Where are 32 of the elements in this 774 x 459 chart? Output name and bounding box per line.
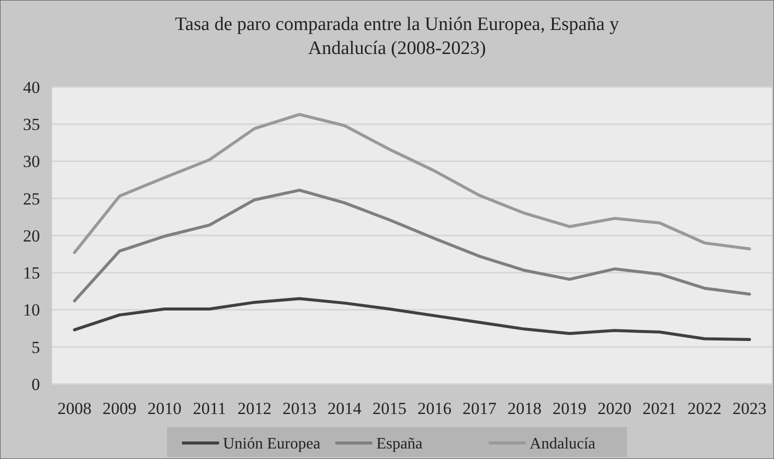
y-tick-label: 35 [23,115,40,134]
x-tick-label: 2011 [192,399,226,418]
line-series [73,188,751,302]
y-tick-label: 10 [23,300,40,320]
x-tick-label: 2009 [102,399,136,418]
y-tick-label: 5 [32,338,40,357]
y-tick-label: 25 [23,189,40,208]
x-tick-label: 2022 [688,399,722,418]
y-tick-label: 20 [23,226,40,246]
x-tick-label: 2017 [462,399,497,418]
y-tick-label: 40 [23,78,40,97]
x-tick-label: 2008 [58,399,92,418]
x-tick-label: 2021 [642,399,676,418]
y-tick-label: 0 [32,374,40,394]
x-tick-label: 2019 [552,399,586,418]
x-tick-label: 2015 [372,399,406,418]
line-series [73,112,751,254]
x-tick-label: 2023 [732,399,766,418]
y-tick-label: 15 [23,264,40,283]
y-tick-label: 30 [23,152,40,172]
x-tick-label: 2014 [328,399,362,418]
legend-label: Unión Europea [223,436,320,453]
x-tick-label: 2013 [282,399,316,418]
x-tick-label: 2020 [598,399,632,418]
chart-title: Tasa de paro comparada entre la Unión Europea, España y Andalucía (2008-2023) [175,14,620,59]
legend-label: Andalucía [530,436,596,453]
legend-label: España [376,436,423,453]
x-tick-label: 2018 [508,399,542,418]
x-tick-label: 2012 [238,399,272,418]
x-tick-label: 2016 [418,399,452,418]
x-tick-label: 2010 [148,399,182,418]
line-series [73,297,751,341]
